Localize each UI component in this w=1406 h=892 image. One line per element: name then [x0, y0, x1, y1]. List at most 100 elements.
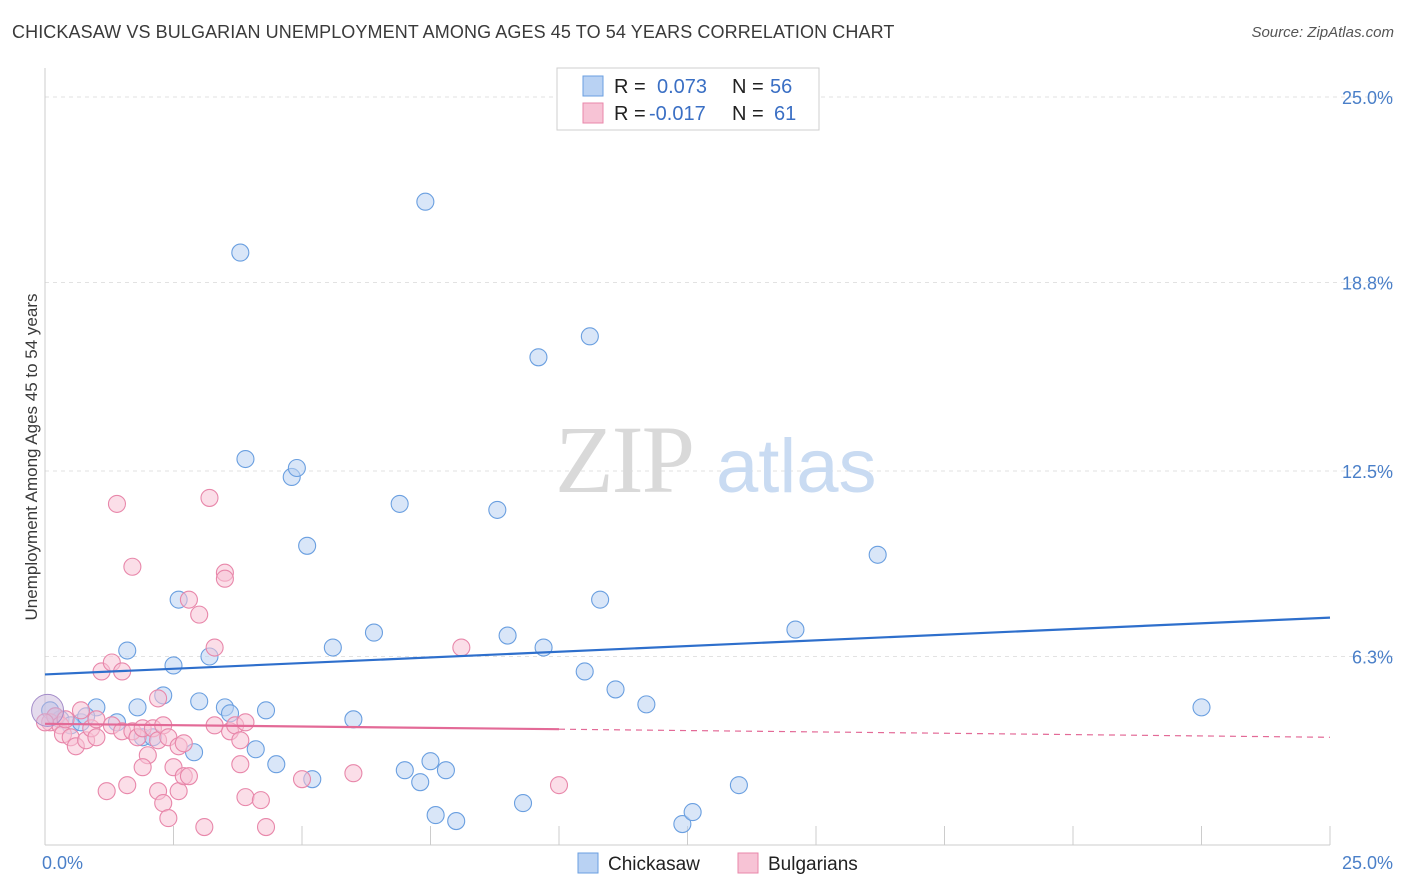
bottom-legend-swatch-bulgarians	[737, 852, 759, 874]
bulgarians-point-7	[71, 701, 91, 720]
bulgarians-point-52	[251, 791, 270, 810]
source-label: Source: ZipAtlas.com	[1251, 24, 1394, 41]
x-tick-label-1: 25.0%	[1342, 853, 1393, 873]
overlap-cluster-point	[31, 693, 65, 727]
chickasaw-point-22	[267, 755, 286, 774]
chickasaw-point-6	[118, 641, 137, 660]
chickasaw-point-31	[395, 761, 414, 780]
legend-n-value-chickasaw: 56	[770, 76, 792, 98]
bulgarians-point-35	[159, 809, 178, 828]
legend-swatch-bulgarians	[582, 102, 604, 124]
grid-lines	[45, 96, 1395, 658]
chickasaw-point-41	[529, 348, 548, 367]
legend-n-label-chickasaw: N =	[732, 76, 764, 98]
chickasaw-point-18	[231, 243, 250, 262]
chickasaw-point-25	[298, 536, 317, 555]
chickasaw-point-7	[128, 698, 147, 717]
chickasaw-point-38	[488, 500, 507, 519]
chickasaw-point-53	[1192, 698, 1211, 717]
bulgarians-point-48	[231, 731, 250, 750]
chickasaw-point-37	[416, 192, 435, 211]
bottom-legend-label-bulgarians: Bulgarians	[768, 854, 858, 875]
bulgarians-point-10	[87, 728, 106, 747]
chickasaw-point-11	[164, 656, 183, 675]
legend-n-label-bulgarians: N =	[732, 103, 764, 125]
bulgarians-point-49	[231, 755, 250, 774]
watermark-zip: ZIP	[555, 406, 693, 513]
y-tick-labels: 25.0% 18.8% 12.5% 6.3%	[1342, 88, 1393, 668]
series-legend: Chickasaw Bulgarians	[577, 852, 858, 875]
bulgarians-point-29	[174, 734, 193, 753]
y-tick-label-3: 6.3%	[1352, 648, 1393, 668]
chickasaw-point-36	[447, 812, 466, 831]
data-points	[31, 192, 1211, 837]
chickasaw-point-52	[868, 545, 887, 564]
legend-n-value-bulgarians: 61	[774, 103, 796, 125]
chickasaw-point-50	[729, 776, 748, 795]
bulgarians-point-45	[215, 569, 234, 588]
x-tick-label-0: 0.0%	[42, 853, 83, 873]
bulgarians-trend-line	[44, 722, 560, 731]
chickasaw-point-46	[606, 680, 625, 699]
legend-r-label-chickasaw: R =	[614, 76, 646, 98]
chickasaw-point-30	[390, 494, 409, 513]
chickasaw-point-21	[256, 701, 276, 720]
chickasaw-point-33	[421, 752, 440, 771]
bulgarians-point-18	[118, 776, 137, 795]
stats-legend: R = 0.073 N = 56 R = -0.017 N = 61	[556, 67, 820, 131]
chickasaw-point-28	[344, 710, 363, 729]
bulgarians-point-55	[344, 764, 363, 783]
legend-swatch-chickasaw	[582, 75, 604, 97]
bulgarians-point-41	[190, 605, 209, 624]
legend-r-label-bulgarians: R =	[614, 103, 646, 125]
chickasaw-point-19	[236, 449, 255, 469]
chickasaw-point-44	[580, 327, 599, 346]
chickasaw-point-20	[246, 740, 265, 759]
watermark: ZIP atlas	[555, 406, 877, 513]
x-tick-labels: 0.0% 25.0%	[42, 853, 1393, 873]
bulgarians-point-50	[236, 713, 255, 732]
chickasaw-point-47	[637, 695, 656, 714]
bulgarians-trend-line-extension	[558, 728, 1331, 738]
chickasaw-point-43	[575, 662, 594, 681]
y-tick-label-2: 12.5%	[1342, 462, 1393, 482]
legend-r-value-chickasaw: 0.073	[657, 76, 707, 98]
bulgarians-point-56	[452, 638, 471, 657]
y-axis-label: Unemployment Among Ages 45 to 54 years	[22, 294, 41, 621]
chickasaw-point-48	[673, 815, 692, 834]
bulgarians-point-51	[236, 788, 255, 807]
chickasaw-point-35	[436, 761, 455, 780]
chickasaw-point-40	[513, 794, 533, 813]
chickasaw-point-27	[323, 638, 342, 657]
chickasaw-point-34	[426, 806, 445, 825]
bulgarians-point-32	[133, 758, 152, 777]
bulgarians-point-38	[179, 767, 198, 786]
chickasaw-point-14	[190, 692, 209, 711]
bulgarians-point-59	[195, 817, 214, 837]
bulgarians-point-13	[97, 782, 116, 801]
bulgarians-point-30	[107, 494, 127, 513]
chart-title: CHICKASAW VS BULGARIAN UNEMPLOYMENT AMON…	[12, 22, 895, 42]
chickasaw-point-32	[411, 773, 430, 792]
bottom-legend-swatch-chickasaw	[577, 852, 599, 874]
watermark-atlas: atlas	[716, 424, 877, 509]
bulgarians-point-42	[200, 488, 219, 507]
bulgarians-point-43	[205, 638, 224, 657]
chickasaw-point-24	[287, 458, 306, 478]
bulgarians-point-31	[123, 557, 142, 576]
bulgarians-point-57	[549, 776, 569, 795]
bulgarians-point-53	[256, 817, 276, 837]
bottom-legend-label-chickasaw: Chickasaw	[608, 854, 700, 875]
bulgarians-point-54	[292, 770, 312, 789]
chickasaw-point-45	[591, 590, 610, 609]
y-tick-label-1: 18.8%	[1342, 274, 1393, 294]
legend-r-value-bulgarians: -0.017	[649, 103, 706, 125]
chickasaw-trend-line	[44, 616, 1331, 676]
bulgarians-point-40	[179, 590, 198, 609]
chickasaw-point-29	[364, 623, 384, 642]
bulgarians-point-39	[149, 689, 168, 708]
chickasaw-point-49	[683, 803, 702, 822]
chickasaw-point-51	[786, 620, 805, 639]
chickasaw-point-39	[498, 626, 517, 645]
